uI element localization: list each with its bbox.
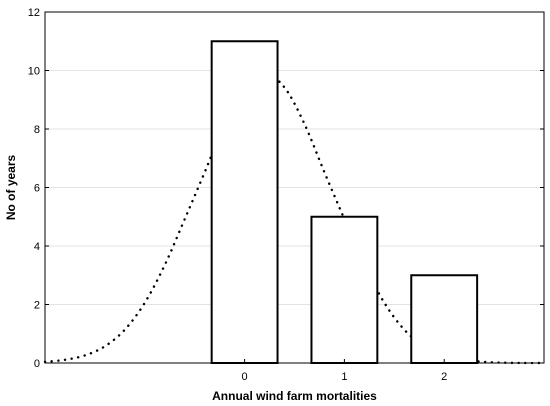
y-tick-label: 12 — [28, 7, 40, 19]
x-axis: 0 1 2 — [242, 359, 447, 383]
bars — [210, 40, 479, 364]
y-axis: 0 2 4 6 8 10 12 — [28, 7, 544, 370]
normal-curve-line — [43, 72, 546, 365]
gridlines — [45, 70, 544, 305]
y-tick-label: 2 — [34, 300, 40, 312]
bar-0 — [210, 40, 279, 364]
y-tick-label: 6 — [34, 183, 40, 195]
normal-curve — [43, 72, 546, 365]
y-tick-label: 4 — [34, 241, 40, 253]
x-tick-label: 0 — [242, 371, 248, 383]
bar-2 — [410, 274, 479, 364]
y-tick-label: 8 — [34, 124, 40, 136]
bar-1 — [310, 215, 379, 364]
x-tick-label: 2 — [441, 371, 447, 383]
y-axis-title: No of years — [4, 154, 18, 220]
x-axis-title: Annual wind farm mortalities — [212, 389, 377, 403]
y-tick-label: 0 — [34, 358, 40, 370]
y-tick-label: 10 — [28, 66, 40, 78]
x-tick-label: 1 — [341, 371, 347, 383]
